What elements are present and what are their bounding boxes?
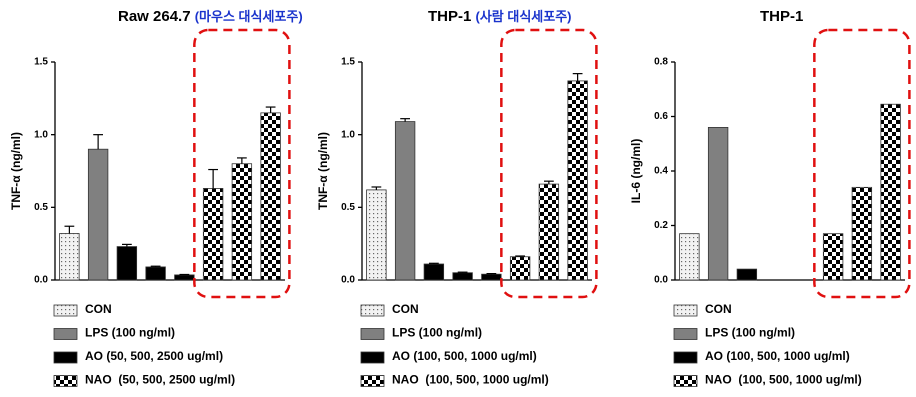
y-tick-label: 0.2 — [654, 220, 668, 231]
legend-label: AO (50, 500, 2500 ug/ml) — [85, 349, 223, 363]
legend-label: NAO (50, 500, 2500 ug/ml) — [85, 373, 235, 387]
y-tick-label: 1.5 — [34, 57, 48, 68]
error-bar — [486, 273, 497, 275]
y-tick-label: 1.0 — [341, 129, 355, 140]
legend-swatch — [360, 375, 385, 387]
bar — [707, 127, 729, 281]
y-tick-label: 0.0 — [341, 275, 355, 286]
legend-swatch — [673, 351, 698, 364]
legend-label: LPS (100 ng/ml) — [705, 326, 795, 340]
error-bar — [150, 265, 161, 267]
legend-label: LPS (100 ng/ml) — [85, 326, 175, 340]
bar — [260, 112, 281, 281]
chart-title-block: THP-1 — [760, 8, 840, 26]
error-bar — [428, 262, 439, 265]
bar — [145, 266, 166, 281]
bar — [822, 233, 844, 281]
error-bar — [93, 134, 104, 150]
chart-title: THP-1 — [428, 8, 472, 25]
legend-swatch — [53, 375, 78, 387]
y-tick-label: 0.5 — [341, 202, 355, 213]
chart-subtitle: (사람 대식세포주) — [475, 9, 572, 24]
bar — [202, 188, 224, 281]
y-tick-label: 0.6 — [654, 111, 668, 122]
legend-label: NAO (100, 500, 1000 ug/ml) — [392, 373, 549, 387]
y-tick-label: 0.0 — [654, 275, 668, 286]
legend-swatch — [673, 328, 698, 340]
error-bar — [371, 186, 382, 190]
y-axis-label: TNF-α (ng/ml) — [316, 132, 330, 210]
bar — [366, 189, 387, 281]
error-bar — [208, 168, 219, 189]
y-axis-label: IL-6 (ng/ml) — [629, 139, 643, 204]
chart-title: THP-1 — [760, 8, 804, 25]
highlight-box — [193, 28, 291, 299]
bar — [679, 233, 700, 281]
legend-label: NAO (100, 500, 1000 ug/ml) — [705, 373, 862, 387]
y-tick-label: 0.8 — [654, 57, 668, 68]
y-tick-label: 1.0 — [34, 129, 48, 140]
legend-label: AO (100, 500, 1000 ug/ml) — [392, 349, 537, 363]
legend-label: CON — [705, 302, 732, 316]
chart-title-block: Raw 264.7 (마우스 대식세포주) — [118, 8, 348, 26]
error-bar — [265, 106, 276, 113]
legend-swatch — [53, 328, 78, 340]
bar — [538, 183, 560, 281]
y-tick-label: 0.4 — [654, 166, 668, 177]
bar — [851, 186, 873, 281]
error-bar — [543, 180, 554, 185]
bar — [736, 268, 758, 281]
legend-label: LPS (100 ng/ml) — [392, 326, 482, 340]
y-axis-label: TNF-α (ng/ml) — [9, 132, 23, 210]
chart-subtitle: (마우스 대식세포주) — [194, 9, 303, 24]
error-bar — [236, 157, 247, 164]
error-bar — [400, 118, 411, 122]
legend-swatch — [360, 351, 385, 364]
legend-swatch — [673, 375, 698, 387]
legend-label: CON — [392, 302, 419, 316]
bar — [452, 272, 473, 281]
chart-title: Raw 264.7 — [118, 8, 191, 25]
y-tick-label: 0.0 — [34, 275, 48, 286]
y-tick-label: 0.5 — [34, 202, 48, 213]
bar — [116, 246, 138, 281]
highlight-box — [500, 28, 598, 299]
legend-swatch — [53, 304, 78, 317]
error-bar — [457, 271, 468, 273]
bar — [481, 273, 502, 281]
bar — [231, 163, 253, 281]
bar — [394, 121, 416, 281]
bar — [59, 233, 80, 281]
y-tick-label: 1.5 — [341, 57, 355, 68]
legend-label: AO (100, 500, 1000 ug/ml) — [705, 349, 850, 363]
bar — [87, 148, 109, 281]
bar — [509, 256, 531, 281]
error-bar — [572, 73, 583, 81]
error-bar — [515, 255, 526, 257]
legend-swatch — [673, 304, 698, 317]
error-bar — [64, 225, 75, 234]
error-bar — [121, 243, 132, 247]
legend-label: CON — [85, 302, 112, 316]
bar — [423, 263, 445, 281]
highlight-box — [813, 28, 911, 299]
legend-swatch — [360, 304, 385, 317]
legend-swatch — [53, 351, 78, 364]
legend-swatch — [360, 328, 385, 340]
chart-title-block: THP-1 (사람 대식세포주) — [428, 8, 628, 26]
bar — [880, 103, 901, 281]
bar — [567, 80, 588, 281]
bar — [174, 274, 195, 281]
